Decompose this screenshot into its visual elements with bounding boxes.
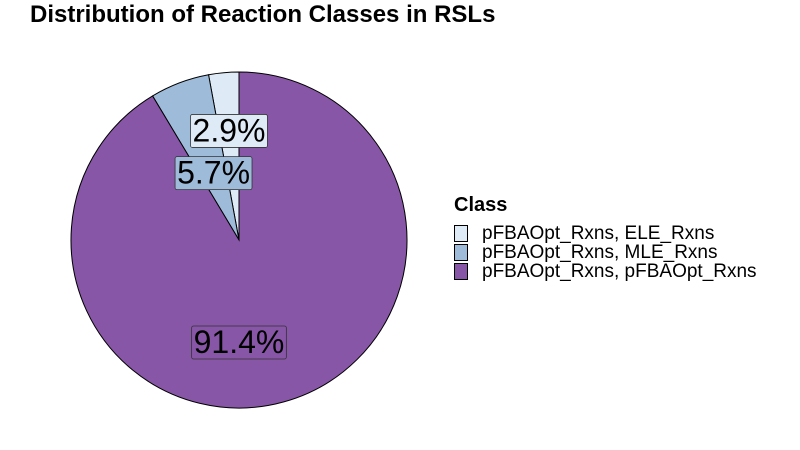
pie-label-text-1: 2.9% xyxy=(193,112,266,148)
legend-label-1: pFBAOpt_Rxns, ELE_Rxns xyxy=(482,222,715,244)
legend-label-2: pFBAOpt_Rxns, MLE_Rxns xyxy=(482,241,718,263)
pie-label-2: 5.7% xyxy=(174,155,253,191)
pie-slice-3 xyxy=(70,71,408,409)
pie-label-box-2 xyxy=(174,156,253,191)
legend-key-3 xyxy=(454,263,468,280)
pie-label-3: 91.4% xyxy=(191,324,287,360)
pie-label-box-1 xyxy=(190,114,268,148)
pie-label-text-3: 91.4% xyxy=(194,324,285,360)
legend-key-1 xyxy=(454,225,468,242)
pie-label-box-3 xyxy=(191,325,287,360)
pie-label-1: 2.9% xyxy=(190,112,268,148)
legend-items: pFBAOpt_Rxns, ELE_Rxns pFBAOpt_Rxns, MLE_… xyxy=(454,222,757,282)
legend: Class pFBAOpt_Rxns, ELE_Rxns pFBAOpt_Rxns… xyxy=(454,194,757,282)
legend-label-3: pFBAOpt_Rxns, pFBAOpt_Rxns xyxy=(482,260,757,282)
legend-key-2 xyxy=(454,244,468,261)
chart-title: Distribution of Reaction Classes in RSLs xyxy=(30,1,496,28)
legend-item-1: pFBAOpt_Rxns, ELE_Rxns xyxy=(454,222,757,244)
legend-item-2: pFBAOpt_Rxns, MLE_Rxns xyxy=(454,241,757,263)
pie-label-text-2: 5.7% xyxy=(177,155,250,191)
legend-item-3: pFBAOpt_Rxns, pFBAOpt_Rxns xyxy=(454,260,757,282)
legend-title: Class xyxy=(454,194,508,216)
pie-labels: 2.9% 5.7% 91.4% xyxy=(174,112,287,360)
